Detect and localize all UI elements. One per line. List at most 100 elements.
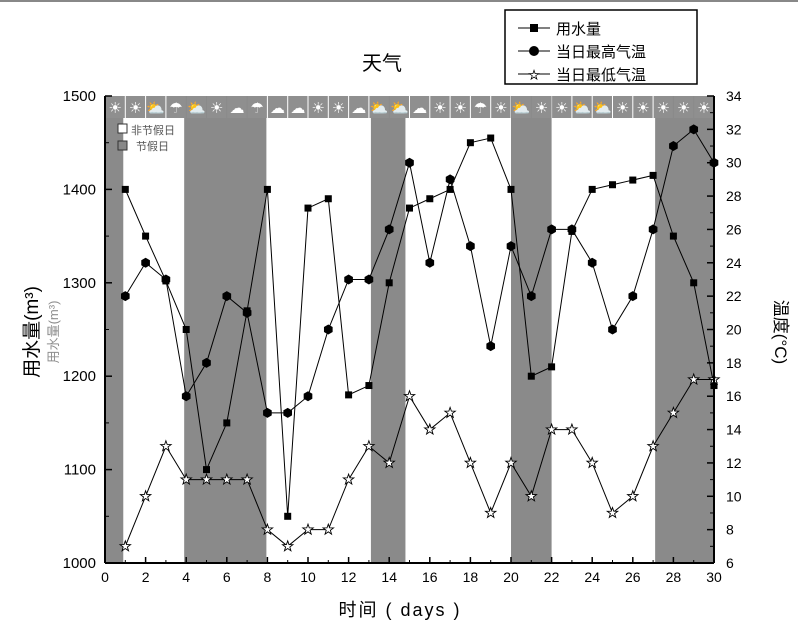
- data-point-water: [527, 372, 535, 380]
- y2-tick-label: 10: [726, 488, 742, 504]
- sun-icon: ☀: [555, 99, 568, 117]
- y2-tick-label: 26: [726, 221, 742, 237]
- y2-tick-label: 16: [726, 388, 742, 404]
- sun-icon: ☀: [454, 99, 467, 117]
- data-point-high-temp: [181, 391, 191, 402]
- x-tick-label: 30: [706, 569, 722, 585]
- shade-legend-workday: 非节假日: [131, 123, 175, 137]
- data-point-low-temp: [626, 489, 640, 502]
- sun-icon: ☀: [636, 99, 649, 117]
- data-point-low-temp: [118, 539, 132, 552]
- legend-label-low: 当日最低气温: [556, 67, 646, 84]
- cloud-icon: ☁: [412, 99, 427, 117]
- y-tick-label: 1300: [63, 275, 96, 292]
- data-point-high-temp: [648, 224, 658, 235]
- data-point-water: [406, 204, 413, 212]
- holiday-shade: [105, 96, 124, 563]
- weather-icon-bg: [146, 96, 166, 118]
- weather-icon-bg: [288, 96, 308, 118]
- weather-icon-rain: ☂: [247, 96, 267, 118]
- x-tick-label: 24: [584, 569, 600, 585]
- data-point-low-temp: [687, 372, 701, 386]
- data-point-water: [223, 419, 231, 427]
- cloud-icon: ☁: [290, 99, 305, 117]
- y-tick-label: 1500: [63, 88, 96, 105]
- data-point-low-temp: [443, 406, 457, 419]
- data-point-high-temp: [120, 291, 130, 302]
- y2-tick-label: 24: [726, 255, 742, 271]
- chart-title: 天气: [362, 52, 402, 75]
- weather-icon-bg: [653, 96, 673, 118]
- data-point-water: [507, 185, 515, 193]
- data-point-water: [588, 185, 596, 193]
- weather-icon-bg: [572, 96, 592, 118]
- data-point-low-temp: [585, 456, 599, 469]
- data-point-low-temp: [139, 489, 153, 502]
- weather-icon-sun: ☀: [328, 96, 349, 118]
- weather-icon-bg: [186, 96, 206, 118]
- data-point-high-temp: [202, 357, 211, 368]
- sun-icon: ☀: [697, 99, 710, 117]
- y2-tick-label: 14: [726, 422, 742, 438]
- weather-icon-bg: [491, 96, 511, 118]
- data-point-low-temp: [281, 539, 295, 552]
- weather-icon-sun-cloud: ⛅: [572, 96, 592, 118]
- data-point-water: [649, 171, 657, 179]
- weather-icon-sun: ☀: [450, 96, 470, 118]
- data-point-low-temp: [240, 472, 254, 486]
- sun-cloud-icon: ⛅: [146, 99, 165, 117]
- weather-icon-bg: [227, 96, 247, 118]
- x-tick-label: 16: [422, 569, 438, 585]
- weather-icon-sun: ☀: [552, 96, 572, 118]
- data-point-water: [446, 185, 454, 193]
- shade-legend: 非节假日 节假日: [117, 123, 175, 153]
- data-point-high-temp: [242, 307, 252, 318]
- data-point-water: [182, 326, 190, 333]
- weather-icon-sun: ☀: [694, 96, 714, 118]
- data-point-high-temp: [608, 324, 617, 335]
- data-point-low-temp: [423, 422, 437, 436]
- data-point-water: [669, 232, 677, 240]
- sun-cloud-icon: ⛅: [512, 99, 531, 117]
- y2-tick-label: 30: [726, 155, 742, 171]
- y-axis-label-ghost: 用水量(m³): [46, 301, 61, 364]
- x-tick-label: 28: [666, 569, 682, 585]
- x-tick-label: 6: [223, 569, 231, 585]
- data-point-high-temp: [425, 257, 435, 268]
- data-point-low-temp: [646, 439, 660, 452]
- sun-cloud-icon: ⛅: [187, 99, 206, 117]
- weather-icon-bg: [470, 96, 491, 118]
- sun-cloud-icon: ⛅: [390, 99, 409, 117]
- rain-icon: ☂: [474, 99, 487, 117]
- cloud-icon: ☁: [229, 99, 244, 117]
- shade-legend-swatch-holiday: [117, 140, 128, 151]
- y-tick-label: 1000: [63, 555, 96, 572]
- data-point-low-temp: [179, 472, 193, 486]
- data-point-high-temp: [283, 407, 293, 418]
- weather-icon-sun: ☀: [633, 96, 653, 118]
- x-tick-label: 14: [381, 569, 397, 585]
- holiday-shade: [511, 96, 552, 563]
- data-point-low-temp: [402, 389, 417, 402]
- data-point-water: [324, 195, 332, 203]
- weather-icon-bg: [308, 96, 328, 118]
- sun-icon: ☀: [129, 99, 142, 117]
- rain-icon: ☂: [169, 99, 182, 117]
- legend-label-high: 当日最高气温: [556, 44, 646, 61]
- data-point-high-temp: [628, 291, 638, 302]
- weather-icon-cloud: ☁: [349, 96, 369, 118]
- cloud-icon: ☁: [270, 99, 285, 117]
- x-tick-label: 8: [264, 569, 272, 585]
- weather-icon-bg: [613, 96, 633, 118]
- data-point-low-temp: [199, 472, 214, 486]
- data-point-low-temp: [565, 422, 579, 436]
- data-point-low-temp: [362, 439, 376, 452]
- sun-icon: ☀: [108, 99, 121, 117]
- data-point-water: [345, 391, 353, 399]
- weather-icon-sun: ☀: [308, 96, 328, 118]
- weather-icon-sun-cloud: ⛅: [592, 96, 612, 118]
- weather-icon-sun-cloud: ⛅: [511, 96, 531, 118]
- y-tick-label: 1400: [63, 181, 96, 198]
- data-point-low-temp: [260, 522, 274, 536]
